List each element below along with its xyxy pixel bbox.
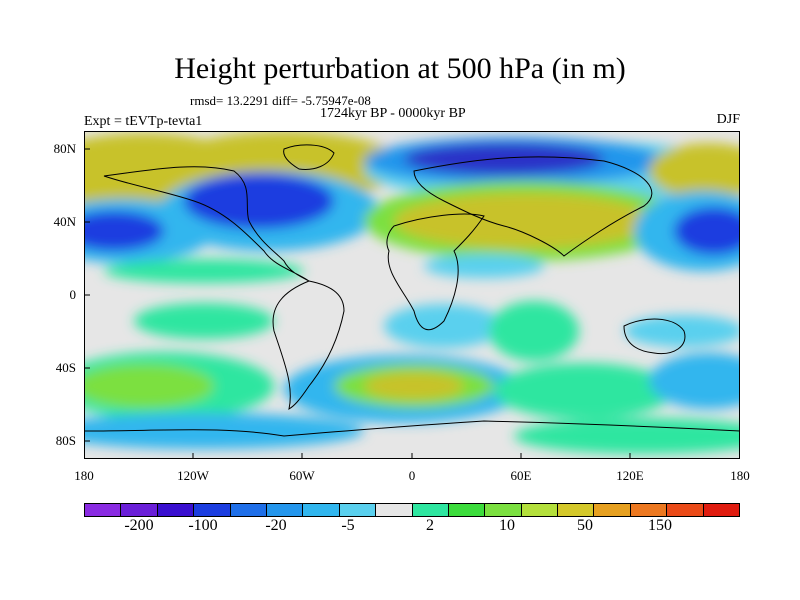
colorbar-swatch-0 xyxy=(85,504,122,516)
negative-anomaly-eurasia-core xyxy=(404,143,604,175)
colorbar-label-m5: -5 xyxy=(341,517,355,534)
positive-anomaly-south-core xyxy=(364,372,464,400)
coastlines xyxy=(84,144,740,437)
colorbar-swatch-12 xyxy=(521,504,559,516)
lon-label-60w: 60W xyxy=(289,468,315,483)
lat-label-40n: 40N xyxy=(53,214,76,229)
negative-anomaly-pacific-w-core xyxy=(84,211,164,251)
colorbar-swatch-8 xyxy=(376,504,413,516)
colorbar-swatch-14 xyxy=(594,504,631,516)
lon-label-180w: 180 xyxy=(74,468,94,483)
colorbar-swatch-13 xyxy=(558,504,595,516)
colorbar-swatch-4 xyxy=(230,504,267,516)
colorbar-swatch-2 xyxy=(157,504,195,516)
negative-anomaly-tropics xyxy=(424,254,544,278)
negative-anomaly-pacific-e-core xyxy=(674,207,740,255)
colorbar-swatch-11 xyxy=(485,504,522,516)
greenland-coast xyxy=(283,144,335,170)
positive-anomaly-sw-core xyxy=(84,364,214,408)
negative-anomaly-na xyxy=(184,173,334,229)
colorbar-swatch-10 xyxy=(448,504,486,516)
colorbar-label-150: 150 xyxy=(648,517,672,534)
colorbar-label-2: 2 xyxy=(426,517,434,534)
period-label: 1724kyr BP - 0000kyr BP xyxy=(320,106,466,121)
lon-label-120e: 120E xyxy=(616,468,644,483)
tick-marks xyxy=(84,148,631,459)
negative-anomaly-south-pole-w xyxy=(84,413,364,449)
positive-anomaly-se xyxy=(494,363,674,419)
colorbar-swatch-3 xyxy=(194,504,231,516)
lon-label-0: 0 xyxy=(408,468,416,483)
positive-anomaly-sp xyxy=(134,303,274,339)
season-label: DJF xyxy=(716,112,740,127)
australia-coast xyxy=(623,318,686,355)
eurasia-coast xyxy=(413,156,653,257)
south-america-coast xyxy=(272,280,345,411)
experiment-label: Expt = tEVTp-tevta1 xyxy=(84,114,203,129)
colorbar-label-m100: -100 xyxy=(188,517,218,534)
positive-anomaly-south-pole-e xyxy=(514,418,740,454)
antarctica-coast xyxy=(84,420,740,437)
colorbar-swatch-15 xyxy=(630,504,668,516)
positive-anomaly-indian xyxy=(489,301,579,361)
colorbar-swatch-6 xyxy=(303,504,340,516)
colorbar xyxy=(84,503,740,517)
plot-title: Height perturbation at 500 hPa (in m) xyxy=(174,52,626,85)
colorbar-swatch-17 xyxy=(703,504,740,516)
north-america-coast xyxy=(103,166,310,282)
lat-label-80s: 80S xyxy=(55,433,76,448)
lat-label-80n: 80N xyxy=(53,141,76,156)
height-perturbation-map xyxy=(84,131,740,459)
colorbar-swatch-9 xyxy=(412,504,449,516)
colorbar-swatch-7 xyxy=(339,504,377,516)
negative-anomaly-sa xyxy=(384,304,504,348)
negative-anomaly-se-pacific xyxy=(649,353,740,409)
lat-label-40s: 40S xyxy=(55,360,76,375)
positive-anomaly-ne xyxy=(649,143,740,199)
colorbar-swatch-5 xyxy=(266,504,304,516)
colorbar-swatch-16 xyxy=(667,504,704,516)
colorbar-label-50: 50 xyxy=(577,517,593,534)
positive-anomaly-tropics-band xyxy=(104,259,304,283)
colorbar-swatch-1 xyxy=(121,504,158,516)
negative-anomaly-aus xyxy=(624,315,740,347)
colorbar-label-m200: -200 xyxy=(124,517,154,534)
colorbar-label-10: 10 xyxy=(499,517,515,534)
lon-label-60e: 60E xyxy=(510,468,532,483)
lon-label-180e: 180 xyxy=(730,468,750,483)
colorbar-label-m20: -20 xyxy=(265,517,287,534)
rmsd-diff-stats: rmsd= 13.2291 diff= -5.75947e-08 xyxy=(190,93,371,108)
africa-europe-coast xyxy=(386,213,485,331)
positive-anomaly-asia xyxy=(394,193,654,249)
lat-label-eq: 0 xyxy=(69,287,77,302)
lon-label-120w: 120W xyxy=(177,468,209,483)
